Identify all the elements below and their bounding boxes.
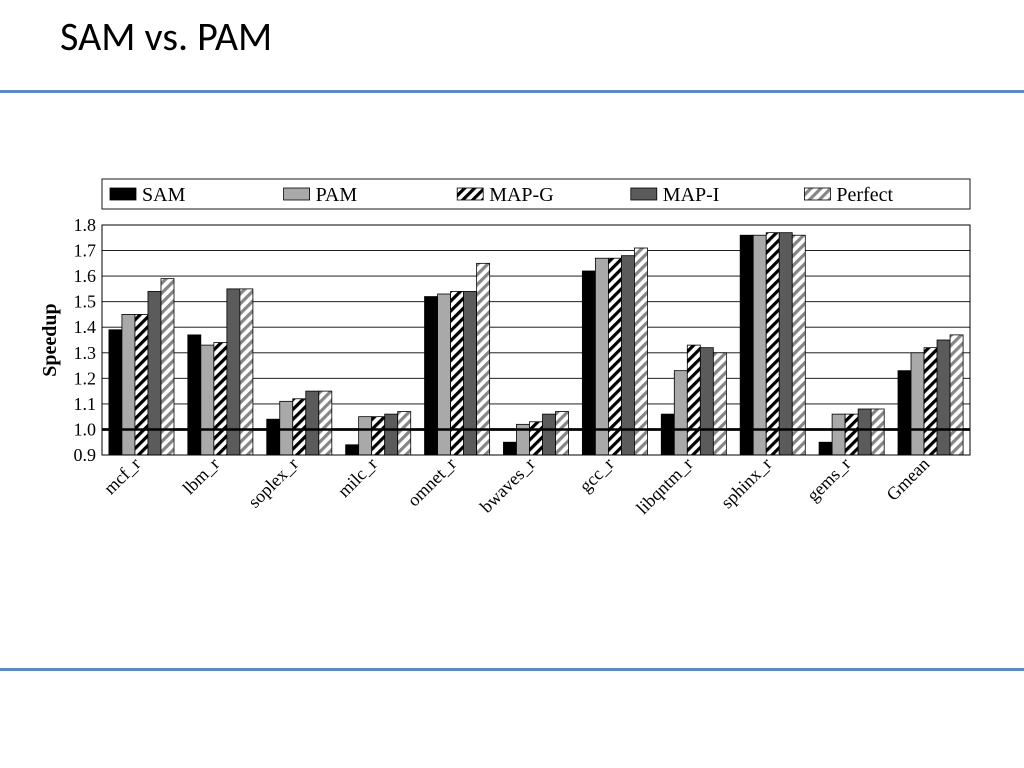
svg-text:MAP-I: MAP-I bbox=[663, 184, 720, 206]
speedup-bar-chart: 0.9 1.0 1.1 1.2 1.3 1.4 1.5 1.6 1.7 1.8 Speedup mcf… bbox=[40, 175, 980, 545]
svg-text:1.7: 1.7 bbox=[74, 241, 97, 261]
svg-text:gcc_r: gcc_r bbox=[575, 454, 617, 496]
svg-text:bwaves_r: bwaves_r bbox=[476, 454, 539, 517]
svg-text:sphinx_r: sphinx_r bbox=[717, 454, 776, 513]
svg-text:omnet_r: omnet_r bbox=[403, 454, 460, 511]
svg-text:1.8: 1.8 bbox=[74, 215, 97, 235]
divider-bottom bbox=[0, 668, 1024, 671]
svg-text:Gmean: Gmean bbox=[882, 454, 933, 505]
svg-text:1.6: 1.6 bbox=[74, 266, 97, 286]
svg-text:Perfect: Perfect bbox=[836, 184, 893, 206]
svg-text:1.1: 1.1 bbox=[74, 394, 97, 414]
svg-text:0.9: 0.9 bbox=[74, 445, 97, 465]
page-title: SAM vs. PAM bbox=[60, 12, 272, 61]
divider-top bbox=[0, 90, 1024, 93]
svg-text:1.2: 1.2 bbox=[74, 368, 97, 388]
chart-container: 0.9 1.0 1.1 1.2 1.3 1.4 1.5 1.6 1.7 1.8 Speedup mcf… bbox=[40, 175, 980, 545]
svg-text:soplex_r: soplex_r bbox=[244, 454, 302, 512]
svg-text:1.3: 1.3 bbox=[74, 343, 97, 363]
svg-text:gems_r: gems_r bbox=[803, 454, 855, 506]
svg-text:PAM: PAM bbox=[316, 184, 358, 206]
svg-text:SAM: SAM bbox=[142, 184, 186, 206]
svg-text:milc_r: milc_r bbox=[334, 454, 381, 501]
svg-text:MAP-G: MAP-G bbox=[489, 184, 553, 206]
slide: SAM vs. PAM 0.9 1.0 1.1 1.2 1.3 1.4 1.5 1.6 1.7 1… bbox=[0, 0, 1024, 768]
svg-text:libqntm_r: libqntm_r bbox=[632, 454, 696, 518]
svg-text:mcf_r: mcf_r bbox=[100, 454, 145, 499]
svg-text:Speedup: Speedup bbox=[40, 303, 61, 376]
svg-text:lbm_r: lbm_r bbox=[179, 454, 224, 499]
svg-text:1.5: 1.5 bbox=[74, 292, 97, 312]
svg-text:1.4: 1.4 bbox=[74, 317, 97, 337]
svg-text:1.0: 1.0 bbox=[74, 419, 97, 439]
